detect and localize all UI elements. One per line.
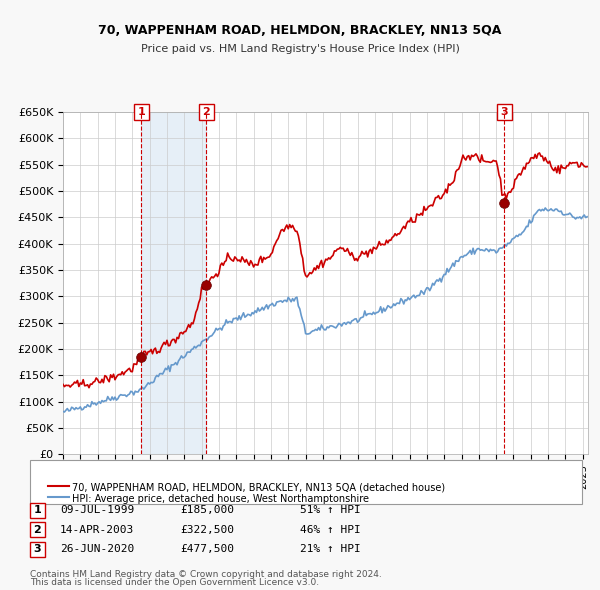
- Text: Price paid vs. HM Land Registry's House Price Index (HPI): Price paid vs. HM Land Registry's House …: [140, 44, 460, 54]
- Text: 1: 1: [34, 506, 41, 515]
- Text: 21% ↑ HPI: 21% ↑ HPI: [300, 545, 361, 554]
- Text: 70, WAPPENHAM ROAD, HELMDON, BRACKLEY, NN13 5QA: 70, WAPPENHAM ROAD, HELMDON, BRACKLEY, N…: [98, 24, 502, 37]
- Text: 2: 2: [34, 525, 41, 535]
- Text: 70, WAPPENHAM ROAD, HELMDON, BRACKLEY, NN13 5QA (detached house): 70, WAPPENHAM ROAD, HELMDON, BRACKLEY, N…: [72, 483, 445, 492]
- Text: £185,000: £185,000: [180, 506, 234, 515]
- Text: £322,500: £322,500: [180, 525, 234, 535]
- Text: 51% ↑ HPI: 51% ↑ HPI: [300, 506, 361, 515]
- Text: 3: 3: [500, 107, 508, 117]
- Text: HPI: Average price, detached house, West Northamptonshire: HPI: Average price, detached house, West…: [72, 494, 369, 503]
- Text: £477,500: £477,500: [180, 545, 234, 554]
- Text: 09-JUL-1999: 09-JUL-1999: [60, 506, 134, 515]
- Text: Contains HM Land Registry data © Crown copyright and database right 2024.: Contains HM Land Registry data © Crown c…: [30, 570, 382, 579]
- Bar: [142, 112, 206, 454]
- Text: 26-JUN-2020: 26-JUN-2020: [60, 545, 134, 554]
- Text: 3: 3: [34, 545, 41, 554]
- Text: 46% ↑ HPI: 46% ↑ HPI: [300, 525, 361, 535]
- Text: 2: 2: [203, 107, 211, 117]
- Text: 14-APR-2003: 14-APR-2003: [60, 525, 134, 535]
- Text: This data is licensed under the Open Government Licence v3.0.: This data is licensed under the Open Gov…: [30, 578, 319, 587]
- Text: 1: 1: [137, 107, 145, 117]
